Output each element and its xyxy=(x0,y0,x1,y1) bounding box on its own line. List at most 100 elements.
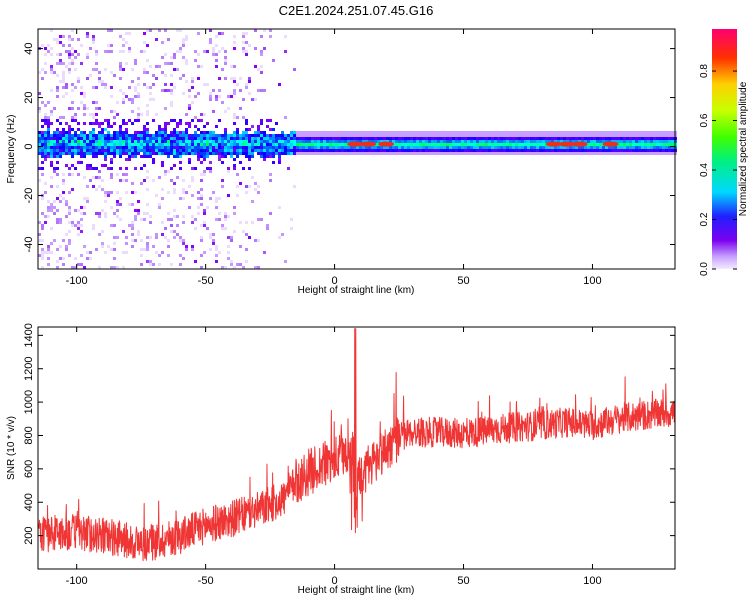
spectrogram-hot-spot xyxy=(545,141,562,147)
spectrogram-cell xyxy=(266,143,269,146)
spectrogram-cell xyxy=(197,92,200,95)
spectrogram-cell xyxy=(242,143,245,146)
spectrogram-cell xyxy=(206,137,209,140)
spectrogram-cell xyxy=(440,149,443,152)
spectrogram-cell xyxy=(44,104,47,107)
spectrogram-cell xyxy=(89,146,92,149)
spectrogram-hot-spot xyxy=(558,141,575,147)
spectrogram-cell xyxy=(254,140,257,143)
spectrogram-cell xyxy=(575,131,578,134)
spectrogram-cell xyxy=(122,152,125,155)
spectrogram-cell xyxy=(83,137,86,140)
spectrogram-cell xyxy=(650,149,653,152)
spectrogram-cell xyxy=(383,149,386,152)
spectrogram-cell xyxy=(65,152,68,155)
spectrogram-cell xyxy=(560,152,563,155)
spectrogram-cell xyxy=(149,260,152,263)
spectrogram-cell xyxy=(320,134,323,137)
spectrogram-cell xyxy=(389,137,392,140)
spectrogram-cell xyxy=(107,245,110,248)
spectrogram-cell xyxy=(101,137,104,140)
spectrogram-cell xyxy=(194,167,197,170)
spectrogram-cell xyxy=(635,140,638,143)
spectrogram-cell xyxy=(260,149,263,152)
spectrogram-cell xyxy=(287,146,290,149)
spectrogram-cell xyxy=(152,134,155,137)
spectrogram-cell xyxy=(77,137,80,140)
spectrogram-cell xyxy=(191,143,194,146)
spectrogram-cell xyxy=(587,137,590,140)
spectrogram-cell xyxy=(575,149,578,152)
colorbar-label: Normalized spectral amplitude xyxy=(738,81,749,216)
spectrogram-cell xyxy=(143,218,146,221)
spectrogram-cell xyxy=(476,137,479,140)
spectrogram-cell xyxy=(68,143,71,146)
spectrogram-cell xyxy=(611,140,614,143)
spectrogram-cell xyxy=(41,248,44,251)
spectrogram-cell xyxy=(179,254,182,257)
spectrogram-cell xyxy=(50,134,53,137)
spectrogram-cell xyxy=(473,146,476,149)
spectrogram-cell xyxy=(512,146,515,149)
spectrogram-cell xyxy=(83,104,86,107)
spectrogram-cell xyxy=(671,134,674,137)
spectrogram-cell xyxy=(71,149,74,152)
spectrogram-cell xyxy=(296,134,299,137)
spectrogram-cell xyxy=(341,131,344,134)
spectrogram-cell xyxy=(248,92,251,95)
spectrogram-cell xyxy=(224,59,227,62)
spectrogram-cell xyxy=(146,170,149,173)
spectrogram-cell xyxy=(110,224,113,227)
spectrogram-cell xyxy=(416,140,419,143)
spectrogram-cell xyxy=(113,140,116,143)
spectrogram-cell xyxy=(575,134,578,137)
spectrogram-cell xyxy=(458,146,461,149)
spectrogram-cell xyxy=(515,152,518,155)
spectrogram-cell xyxy=(146,260,149,263)
spectrogram-cell xyxy=(353,137,356,140)
spectrogram-cell xyxy=(95,113,98,116)
spectrogram-cell xyxy=(125,167,128,170)
spectrogram-cell xyxy=(47,152,50,155)
spectrogram-cell xyxy=(662,134,665,137)
spectrogram-cell xyxy=(164,143,167,146)
spectrogram-cell xyxy=(521,149,524,152)
spectrogram-cell xyxy=(128,143,131,146)
spectrogram-cell xyxy=(647,134,650,137)
spectrogram-cell xyxy=(95,86,98,89)
spectrogram-x-tick-label: 100 xyxy=(583,275,601,287)
spectrogram-cell xyxy=(167,254,170,257)
spectrogram-cell xyxy=(95,140,98,143)
spectrogram-cell xyxy=(650,131,653,134)
spectrogram-cell xyxy=(353,146,356,149)
spectrogram-cell xyxy=(617,146,620,149)
spectrogram-cell xyxy=(119,125,122,128)
spectrogram-cell xyxy=(455,149,458,152)
spectrogram-cell xyxy=(155,140,158,143)
spectrogram-cell xyxy=(152,137,155,140)
spectrogram-cell xyxy=(128,155,131,158)
spectrogram-cell xyxy=(593,152,596,155)
spectrogram-cell xyxy=(569,131,572,134)
spectrogram-cell xyxy=(401,140,404,143)
spectrogram-cell xyxy=(476,146,479,149)
spectrogram-cell xyxy=(488,149,491,152)
spectrogram-cell xyxy=(482,131,485,134)
spectrogram-cell xyxy=(335,146,338,149)
spectrogram-cell xyxy=(71,101,74,104)
spectrogram-cell xyxy=(158,206,161,209)
spectrogram-cell xyxy=(143,41,146,44)
spectrogram-cell xyxy=(224,56,227,59)
spectrogram-cell xyxy=(218,146,221,149)
spectrogram-cell xyxy=(605,131,608,134)
spectrogram-cell xyxy=(62,62,65,65)
spectrogram-cell xyxy=(80,155,83,158)
spectrogram-cell xyxy=(638,131,641,134)
spectrogram-cell xyxy=(224,212,227,215)
spectrogram-cell xyxy=(275,137,278,140)
page-title: C2E1.2024.251.07.45.G16 xyxy=(279,3,434,18)
spectrogram-cell xyxy=(248,167,251,170)
spectrogram-cell xyxy=(230,263,233,266)
spectrogram-cell xyxy=(335,149,338,152)
spectrogram-cell xyxy=(194,59,197,62)
